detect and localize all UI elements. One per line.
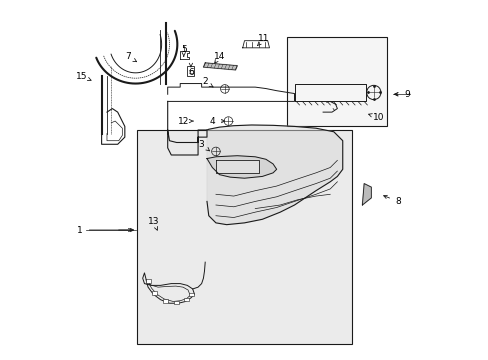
Text: 10: 10 (372, 113, 384, 122)
Text: 13: 13 (147, 217, 159, 226)
Text: 6: 6 (188, 68, 193, 77)
Text: 5: 5 (181, 45, 186, 54)
Bar (152, 291, 157, 295)
Text: 15: 15 (76, 72, 87, 81)
Text: 2: 2 (202, 77, 207, 86)
Bar (189, 293, 194, 296)
Text: 4: 4 (209, 117, 215, 126)
Text: 3: 3 (198, 140, 204, 149)
Text: 14: 14 (213, 52, 224, 61)
Bar (137, 130, 351, 344)
Bar (184, 298, 189, 301)
Polygon shape (216, 160, 258, 173)
Bar (163, 299, 167, 302)
Text: 9: 9 (404, 90, 409, 99)
Polygon shape (362, 184, 370, 205)
Text: 12: 12 (178, 117, 189, 126)
Text: 7: 7 (125, 52, 131, 61)
Text: 11: 11 (258, 35, 269, 44)
Bar (174, 301, 179, 304)
Bar (146, 279, 151, 283)
Polygon shape (203, 63, 237, 70)
Bar (287, 37, 386, 126)
Polygon shape (206, 156, 276, 178)
Polygon shape (206, 125, 342, 225)
Bar (187, 66, 194, 76)
Text: 8: 8 (394, 197, 400, 206)
Text: 1: 1 (77, 225, 83, 234)
